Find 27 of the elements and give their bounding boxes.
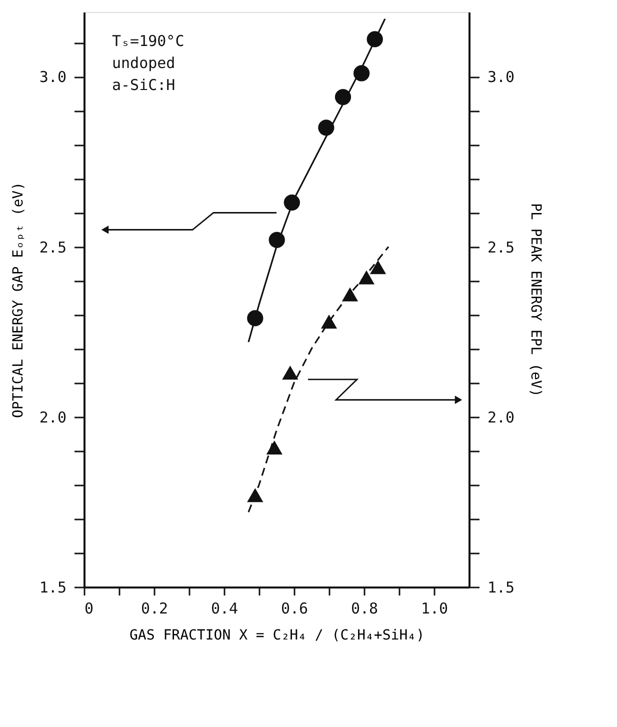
annotation: undoped [112, 54, 176, 72]
point [370, 260, 386, 274]
x-tick-label: 0.6 [280, 600, 308, 618]
x-axis-title: GAS FRACTION X = C₂H₄ / (C₂H₄+SiH₄) [129, 628, 425, 644]
annotation: Tₛ=190°C [112, 32, 184, 50]
x-tick-label: 0.2 [140, 600, 168, 618]
point [266, 440, 282, 454]
y2-tick-label: 2.0 [488, 408, 515, 426]
x-tick-label: 0.8 [350, 600, 378, 618]
y-axis-title: OPTICAL ENERGY GAP Eₒₚₜ (eV) [10, 182, 26, 418]
line-series [248, 18, 386, 343]
point [358, 270, 375, 284]
y2-tick-label: 2.5 [488, 238, 515, 256]
y-tick-label: 2.5 [39, 238, 66, 256]
y-tick-label: 2.0 [39, 408, 66, 426]
x-tick-label: 0 [84, 600, 94, 618]
y-tick-label: 3.0 [39, 68, 66, 86]
point [342, 287, 358, 302]
y2-axis-title: PL PEAK ENERGY EPL (eV) [528, 203, 544, 397]
point [282, 366, 298, 380]
annotation: a-SiC:H [112, 76, 176, 94]
y2-tick-label: 3.0 [488, 68, 515, 86]
x-tick-label: 1.0 [420, 600, 448, 618]
x-tick-label: 0.4 [210, 600, 238, 618]
y-tick-label: 1.5 [39, 578, 66, 596]
line-series [248, 246, 390, 513]
y2-tick-label: 1.5 [488, 578, 515, 596]
